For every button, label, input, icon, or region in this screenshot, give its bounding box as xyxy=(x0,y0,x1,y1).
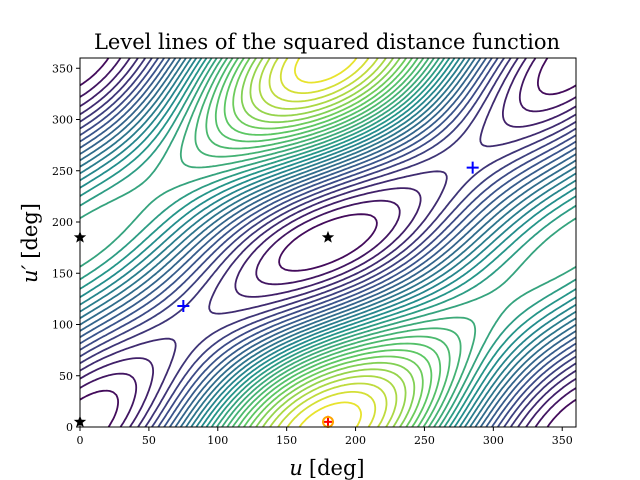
x-tick-label: 250 xyxy=(414,434,435,447)
contour-level xyxy=(80,58,576,427)
contour-lines xyxy=(80,58,576,427)
local-min-marker xyxy=(177,300,190,313)
contour-level xyxy=(80,58,576,427)
x-tick-label: 200 xyxy=(345,434,366,447)
x-tick-label: 300 xyxy=(483,434,504,447)
y-tick-label: 50 xyxy=(59,370,73,383)
y-axis-label: u′[deg] xyxy=(18,203,42,283)
contour-level xyxy=(258,58,398,427)
y-tick-label: 200 xyxy=(52,216,73,229)
contour-level xyxy=(80,58,576,427)
x-axis-label: u [deg] xyxy=(289,456,364,480)
contour-level xyxy=(80,58,576,427)
y-tick-label: 300 xyxy=(52,114,73,127)
x-tick-label: 100 xyxy=(207,434,228,447)
local-min-marker xyxy=(466,161,479,174)
x-tick-label: 150 xyxy=(276,434,297,447)
contour-level xyxy=(279,58,377,427)
contour-level xyxy=(294,58,362,427)
contour-level xyxy=(80,58,576,427)
y-tick-label: 350 xyxy=(52,62,73,75)
contour-level xyxy=(80,58,576,427)
contour-level xyxy=(249,58,407,427)
y-tick-label: 0 xyxy=(66,421,73,434)
chart-title: Level lines of the squared distance func… xyxy=(94,30,560,54)
y-tick-label: 100 xyxy=(52,319,73,332)
contour-level xyxy=(80,58,576,427)
contour-level xyxy=(80,58,576,427)
contour-level xyxy=(214,58,442,427)
contour-level xyxy=(80,58,576,427)
contour-level xyxy=(232,58,424,427)
contour-level xyxy=(80,58,576,427)
y-tick-label: 150 xyxy=(52,267,73,280)
contour-level xyxy=(240,58,416,427)
x-tick-label: 0 xyxy=(77,434,84,447)
contour-level xyxy=(80,58,576,427)
x-tick-label: 50 xyxy=(142,434,156,447)
saddle-marker xyxy=(321,230,335,243)
contour-level xyxy=(80,58,576,427)
contour-level xyxy=(80,58,576,427)
contour-level xyxy=(80,58,576,427)
x-axis-ticks: 0 50 100 150 200 250 300 350 xyxy=(77,427,573,447)
plot-frame xyxy=(79,57,577,428)
contour-level xyxy=(80,58,576,427)
contour-level xyxy=(205,58,451,427)
y-tick-label: 250 xyxy=(52,165,73,178)
contour-level xyxy=(194,58,462,427)
y-axis-ticks: 0 50 100 150 200 250 300 350 xyxy=(52,62,80,434)
contour-level xyxy=(223,58,433,427)
x-tick-label: 350 xyxy=(552,434,573,447)
